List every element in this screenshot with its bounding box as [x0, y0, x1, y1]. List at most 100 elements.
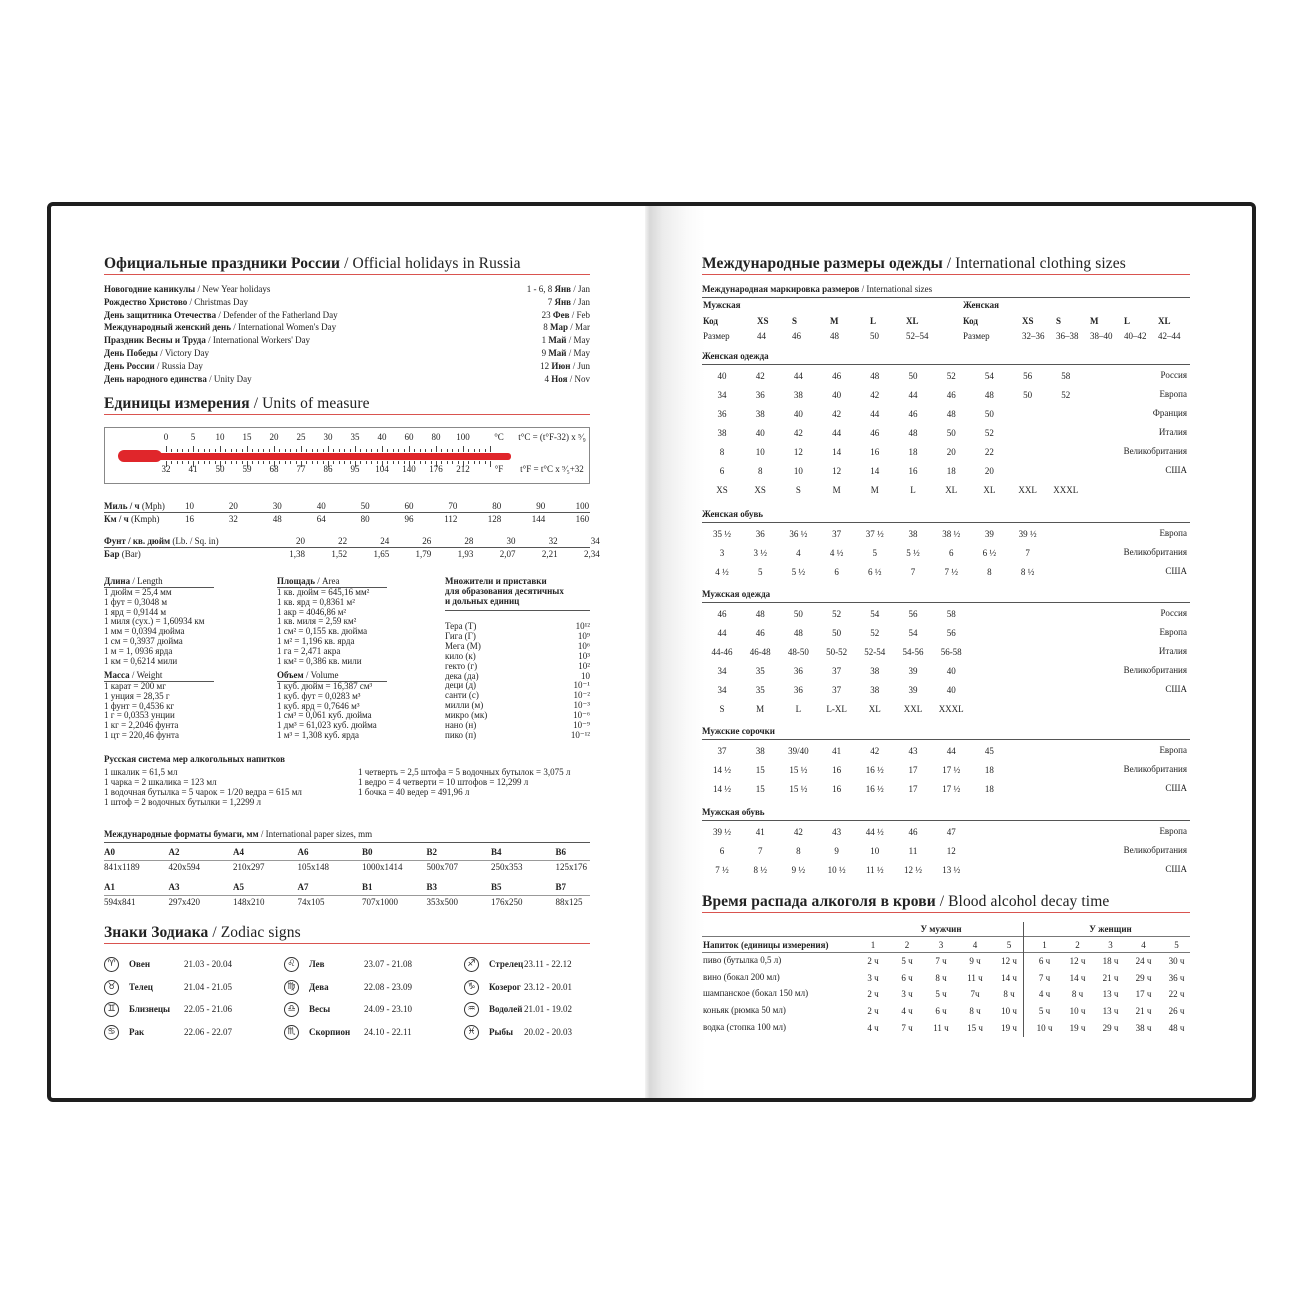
volume-item: 1 дм³ = 61,023 куб. дюйма [277, 720, 377, 731]
intl-women-code: M [1090, 316, 1099, 326]
scale-tick [409, 446, 410, 452]
drink-name: водка (стопка 100 мл) [703, 1021, 787, 1032]
alcohol-measure-item: 1 бочка = 40 ведер = 491,96 л [358, 787, 470, 797]
fahrenheit-tick-label: 59 [242, 464, 252, 474]
size-value: S [719, 704, 725, 714]
size-value: 4 ½ [829, 548, 844, 558]
women-decay-time: 29 ч [1135, 972, 1152, 983]
men-decay-time: 15 ч [967, 1022, 983, 1033]
scale-tick [333, 449, 335, 452]
scale-tick [328, 461, 329, 467]
women-decay-time: 26 ч [1168, 1006, 1185, 1017]
men-decay-time: 6 ч [935, 1006, 947, 1017]
intl-women-size: 32–36 [1022, 331, 1045, 341]
size-value: 38 [870, 685, 880, 695]
size-value: 15 [755, 784, 765, 794]
scale-tick [220, 461, 221, 467]
scale-tick [252, 461, 254, 464]
size-value: XXL [1018, 485, 1037, 495]
units-title-en: / Units of measure [253, 395, 370, 412]
scale-tick [398, 461, 400, 464]
zodiac-name: Весы [309, 1004, 331, 1014]
size-value: L-XL [826, 704, 847, 714]
bar-row-value: 1,65 [373, 549, 390, 559]
multiplier-value: 10⁻⁶ [573, 710, 590, 721]
men-decay-time: 19 ч [1001, 1022, 1017, 1033]
women-decay-time: 30 ч [1168, 956, 1185, 966]
kmph-row-value: 160 [575, 514, 590, 524]
scale-tick [257, 449, 259, 452]
paper-format-name: A4 [233, 847, 244, 857]
size-value: 39/40 [788, 746, 809, 756]
bar-row-value: 1,93 [457, 549, 474, 559]
holiday-name-ru: Праздник Весны и Труда [104, 335, 206, 346]
zodiac-dates: 20.02 - 20.03 [524, 1026, 572, 1037]
size-region-label: США [1165, 566, 1187, 576]
scale-tick [284, 461, 286, 464]
paper-format-name: A5 [233, 882, 244, 892]
paper-format-size: 500x707 [426, 862, 459, 872]
size-value: 44 ½ [865, 827, 884, 837]
scale-tick [468, 461, 470, 464]
psi-row-value: 20 [296, 536, 305, 546]
men-decay-time: 8 ч [969, 1006, 981, 1017]
zodiac-title-en: / Zodiac signs [212, 924, 301, 941]
paper-format-name: A0 [104, 847, 115, 857]
size-value: 5 [872, 548, 878, 558]
size-value: 14 ½ [713, 784, 731, 794]
psi-row-value: 32 [548, 536, 558, 546]
size-table-heading: Мужская обувь [702, 807, 1190, 821]
scale-tick [301, 461, 302, 467]
holiday-day: 4 [544, 373, 550, 384]
size-value: L [795, 704, 802, 714]
holiday-day: 8 [543, 322, 548, 333]
scale-tick [441, 461, 443, 464]
holiday-name-en: / Victory Day [160, 348, 210, 358]
holiday-date: 1 - 6, 8 Янв / Jan [527, 283, 590, 296]
women-decay-time: 6 ч [1038, 956, 1051, 966]
size-value: 52 [1061, 390, 1071, 400]
bar-row-value: 2,07 [499, 549, 516, 559]
scale-tick [425, 449, 427, 452]
paper-format-size: 210x297 [233, 862, 265, 872]
size-value: 46 [870, 428, 880, 438]
size-value: 5 [757, 567, 763, 577]
intl-men-code: S [792, 316, 798, 326]
length-item: 1 мм = 0,0394 дюйма [104, 626, 185, 637]
mph-row-value: 90 [536, 501, 546, 511]
women-decay-time: 10 ч [1036, 1022, 1053, 1033]
scale-tick [365, 461, 367, 464]
size-value: 36 ½ [789, 529, 808, 539]
paper-title-en: / International paper sizes, mm [260, 829, 373, 839]
scale-tick [338, 461, 340, 464]
pisces-icon: ♓ [464, 1024, 479, 1040]
size-value: 45 [984, 746, 994, 756]
blood-alcohol-title: Время распада алкоголя в крови / Blood a… [702, 893, 1190, 913]
scale-tick [295, 449, 297, 452]
units-title: Единицы измерения / Units of measure [104, 395, 590, 415]
celsius-tick-label: 60 [404, 432, 414, 442]
scale-tick [414, 449, 416, 452]
holiday-name-en: / Defender of the Fatherland Day [218, 309, 338, 320]
scale-tick [376, 449, 378, 452]
men-decay-time: 2 ч [867, 956, 879, 966]
psi-row-value: 28 [464, 536, 474, 546]
celsius-tick-label: 25 [296, 432, 306, 442]
size-region-label: Италия [1158, 646, 1187, 656]
intl-men-code: Код [703, 316, 718, 326]
multiplier-name: дека (да) [445, 670, 479, 681]
multiplier-value: 10³ [578, 650, 590, 661]
multiplier-name: санти (с) [445, 690, 479, 701]
paper-format-name: B6 [555, 847, 567, 857]
size-value: 44 [832, 428, 842, 438]
size-value: 54 [870, 609, 880, 619]
holiday-month-en: / Jun [572, 360, 590, 371]
size-region-label: Италия [1158, 427, 1187, 437]
paper-format-size: 420x594 [168, 862, 201, 872]
size-region-label: Великобритания [1123, 547, 1187, 557]
men-decay-time: 4 ч [901, 1006, 913, 1017]
capricorn-icon: ♑ [464, 979, 479, 995]
holiday-name: День народного единства / Unity Day [104, 373, 252, 386]
area-item: 1 кв. миля = 2,59 км² [277, 616, 357, 627]
intl-men-code: XL [906, 316, 919, 326]
